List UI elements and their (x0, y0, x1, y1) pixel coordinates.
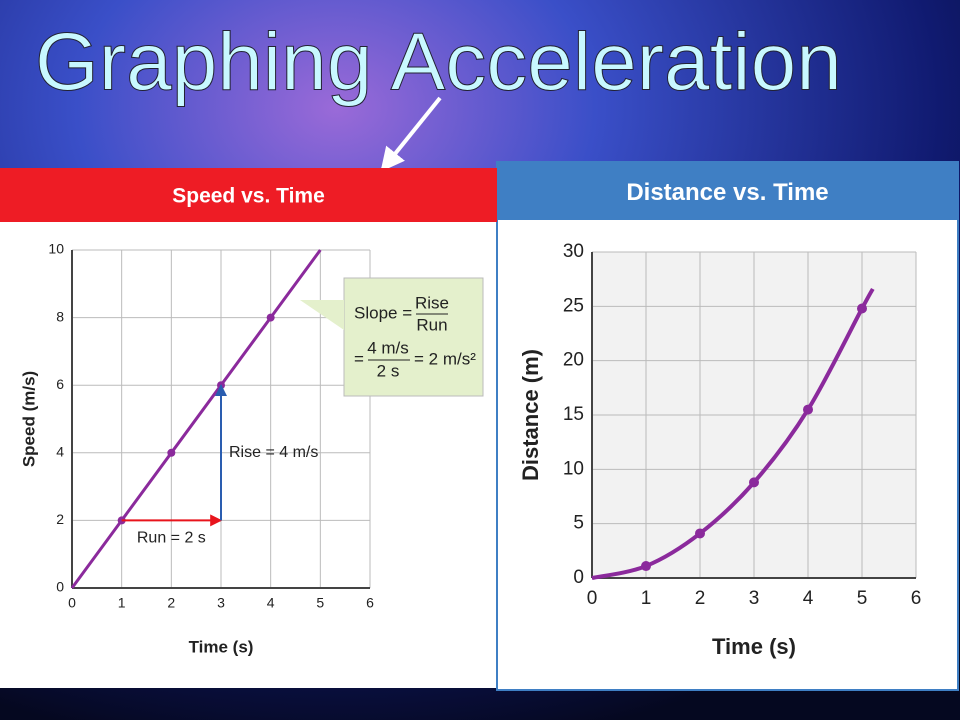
x-tick-label: 2 (695, 588, 706, 609)
y-tick-label: 15 (563, 404, 584, 425)
chart-title: Speed vs. Time (172, 185, 325, 208)
callout-text: Rise (415, 293, 449, 312)
x-tick-label: 0 (587, 588, 598, 609)
data-point (749, 477, 759, 488)
x-tick-label: 4 (803, 588, 814, 609)
chart-title: Distance vs. Time (626, 179, 828, 206)
y-tick-label: 10 (563, 458, 584, 479)
callout-text: = (354, 349, 364, 368)
y-tick-label: 8 (56, 308, 64, 324)
x-tick-label: 6 (911, 588, 922, 609)
data-line (70, 249, 322, 589)
callout-text: Run (416, 315, 447, 334)
pointer-arrow (380, 96, 442, 172)
data-point (803, 404, 813, 415)
chart-header (498, 163, 957, 220)
slide-title: Graphing Acceleration (35, 17, 842, 108)
y-tick-label: 0 (56, 579, 64, 595)
y-tick-label: 30 (563, 241, 584, 262)
y-tick-label: 2 (56, 511, 64, 527)
y-tick-label: 4 (56, 444, 64, 460)
y-tick-label: 10 (48, 241, 64, 257)
x-tick-label: 2 (167, 595, 175, 611)
y-tick-label: 6 (56, 376, 64, 392)
y-tick-label: 25 (563, 295, 584, 316)
x-tick-label: 0 (68, 595, 76, 611)
callout: Slope = Rise Run = 4 m/s 2 s = 2 m/s² (354, 293, 476, 380)
callout-box (343, 277, 484, 397)
callout-text: = 2 m/s² (414, 349, 476, 368)
y-axis-label: Speed (m/s) (19, 371, 38, 467)
y-axis-label: Distance (m) (518, 349, 543, 481)
x-tick-label: 6 (366, 595, 374, 611)
x-tick-label: 3 (217, 595, 225, 611)
y-tick-label: 5 (573, 513, 584, 534)
annotation-label: Rise = 4 m/s (229, 444, 318, 461)
annotation-label: Run = 2 s (137, 530, 206, 547)
x-tick-label: 5 (316, 595, 324, 611)
x-axis-label: Time (s) (189, 637, 254, 656)
chart-header (0, 168, 497, 222)
callout-text: 2 s (377, 361, 400, 380)
x-axis-label: Time (s) (712, 634, 796, 659)
data-point (167, 448, 176, 457)
x-tick-label: 4 (267, 595, 275, 611)
callout-text: Slope = (354, 303, 412, 322)
y-tick-label: 20 (563, 350, 584, 371)
x-tick-label: 5 (857, 588, 868, 609)
x-tick-label: 1 (118, 595, 126, 611)
data-point (857, 303, 867, 314)
callout-pointer (300, 300, 344, 330)
x-tick-label: 1 (641, 588, 652, 609)
x-tick-label: 3 (749, 588, 760, 609)
callout-text: 4 m/s (367, 338, 409, 357)
data-point (266, 313, 275, 322)
data-point (695, 528, 705, 539)
y-tick-label: 0 (573, 567, 584, 588)
data-point (641, 561, 651, 572)
